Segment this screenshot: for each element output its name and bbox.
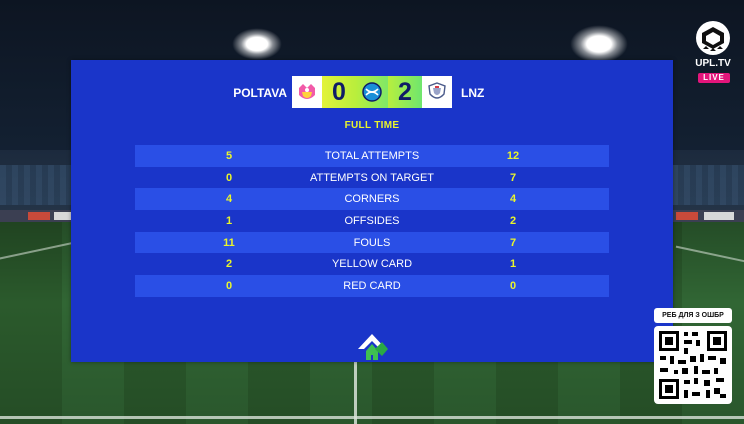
floodlight-left [232,28,282,60]
stat-label: CORNERS [344,193,400,206]
stat-row-total-attempts: 5 TOTAL ATTEMPTS 12 [135,145,609,167]
poltava-crest-icon [299,84,315,99]
league-ball-box [356,76,388,108]
home-team-name: POLTAVA [233,86,287,100]
stat-label: YELLOW CARD [331,258,413,271]
stat-row-attempts-on-target: 0 ATTEMPTS ON TARGET 7 [135,167,609,189]
away-team-name: LNZ [461,86,485,100]
stat-away-value: 7 [509,171,517,184]
stat-row-yellow-card: 2 YELLOW CARD 1 [135,253,609,275]
upl-logo-icon [696,21,730,55]
qr-label: РЕБ ДЛЯ З ОШБР [654,308,732,323]
stat-label: FOULS [353,236,391,249]
stat-row-red-card: 0 RED CARD 0 [135,275,609,297]
lnz-crest-icon [428,82,446,99]
stat-row-corners: 4 CORNERS 4 [135,188,609,211]
upl-ball-icon [362,82,382,102]
stat-home-value: 2 [225,258,233,271]
stat-label: OFFSIDES [344,214,400,227]
floodlight-right [570,25,628,63]
stat-home-value: 4 [225,193,233,206]
touch-line [0,416,744,419]
match-status: FULL TIME [344,120,400,131]
qr-code[interactable] [654,326,732,404]
stat-away-value: 4 [509,193,517,206]
stat-row-offsides: 1 OFFSIDES 2 [135,210,609,232]
stat-home-value: 0 [225,171,233,184]
away-crest-box [422,76,452,108]
stats-panel [71,60,673,362]
halfway-line [354,360,357,424]
stat-away-value: 7 [509,236,517,249]
stat-away-value: 12 [506,149,520,162]
ad-panel [28,212,50,220]
stat-row-fouls: 11 FOULS 7 [135,231,609,254]
scorebar: 0 2 [292,76,452,108]
qr-code-icon [659,331,727,399]
stat-home-value: 11 [223,236,235,249]
home-crest-box [292,76,322,108]
stat-home-value: 5 [225,149,233,162]
stat-home-value: 0 [225,279,233,292]
away-score: 2 [388,76,422,108]
stat-label: RED CARD [343,279,401,292]
broadcaster-name: UPL.TV [695,58,731,69]
stat-away-value: 2 [509,214,517,227]
stat-home-value: 1 [225,214,233,227]
sponsor-arrow-logo [358,334,388,360]
home-score: 0 [322,76,356,108]
stat-away-value: 0 [509,279,517,292]
ad-panel [676,212,698,220]
ad-panel [704,212,734,220]
live-badge: LIVE [698,73,730,83]
stat-label: TOTAL ATTEMPTS [324,149,420,162]
stats-table: 5 TOTAL ATTEMPTS 12 0 ATTEMPTS ON TARGET… [135,145,609,297]
sponsor-box [322,329,423,362]
ad-panel [54,212,72,220]
stat-away-value: 1 [509,258,517,271]
stat-label: ATTEMPTS ON TARGET [309,171,435,184]
